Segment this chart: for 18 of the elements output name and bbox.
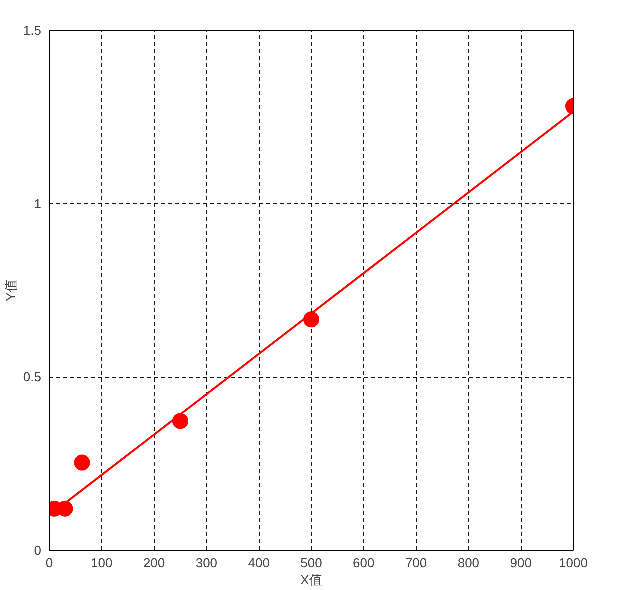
x-tick-label: 0 <box>46 556 54 570</box>
x-tick-label: 400 <box>248 556 270 570</box>
y-axis-title: Y值 <box>3 280 18 302</box>
x-axis-title: X值 <box>300 572 322 588</box>
y-tick-label: 0.5 <box>23 370 42 385</box>
y-tick-label: 1.5 <box>23 23 42 38</box>
point <box>74 454 90 471</box>
x-tick-label: 100 <box>91 556 113 570</box>
x-tick-label: 500 <box>300 556 322 570</box>
x-tick-label: 200 <box>143 556 166 570</box>
x-tick-label: 1000 <box>559 556 588 570</box>
y-tick-label: 0 <box>34 543 42 558</box>
x-tick-label: 700 <box>405 556 428 570</box>
x-tick-label: 300 <box>196 556 218 570</box>
y-tick-label: 1 <box>34 196 42 212</box>
x-tick-label: 600 <box>353 556 375 570</box>
x-tick-label: 900 <box>510 556 532 570</box>
x-tick-label: 800 <box>458 556 480 570</box>
